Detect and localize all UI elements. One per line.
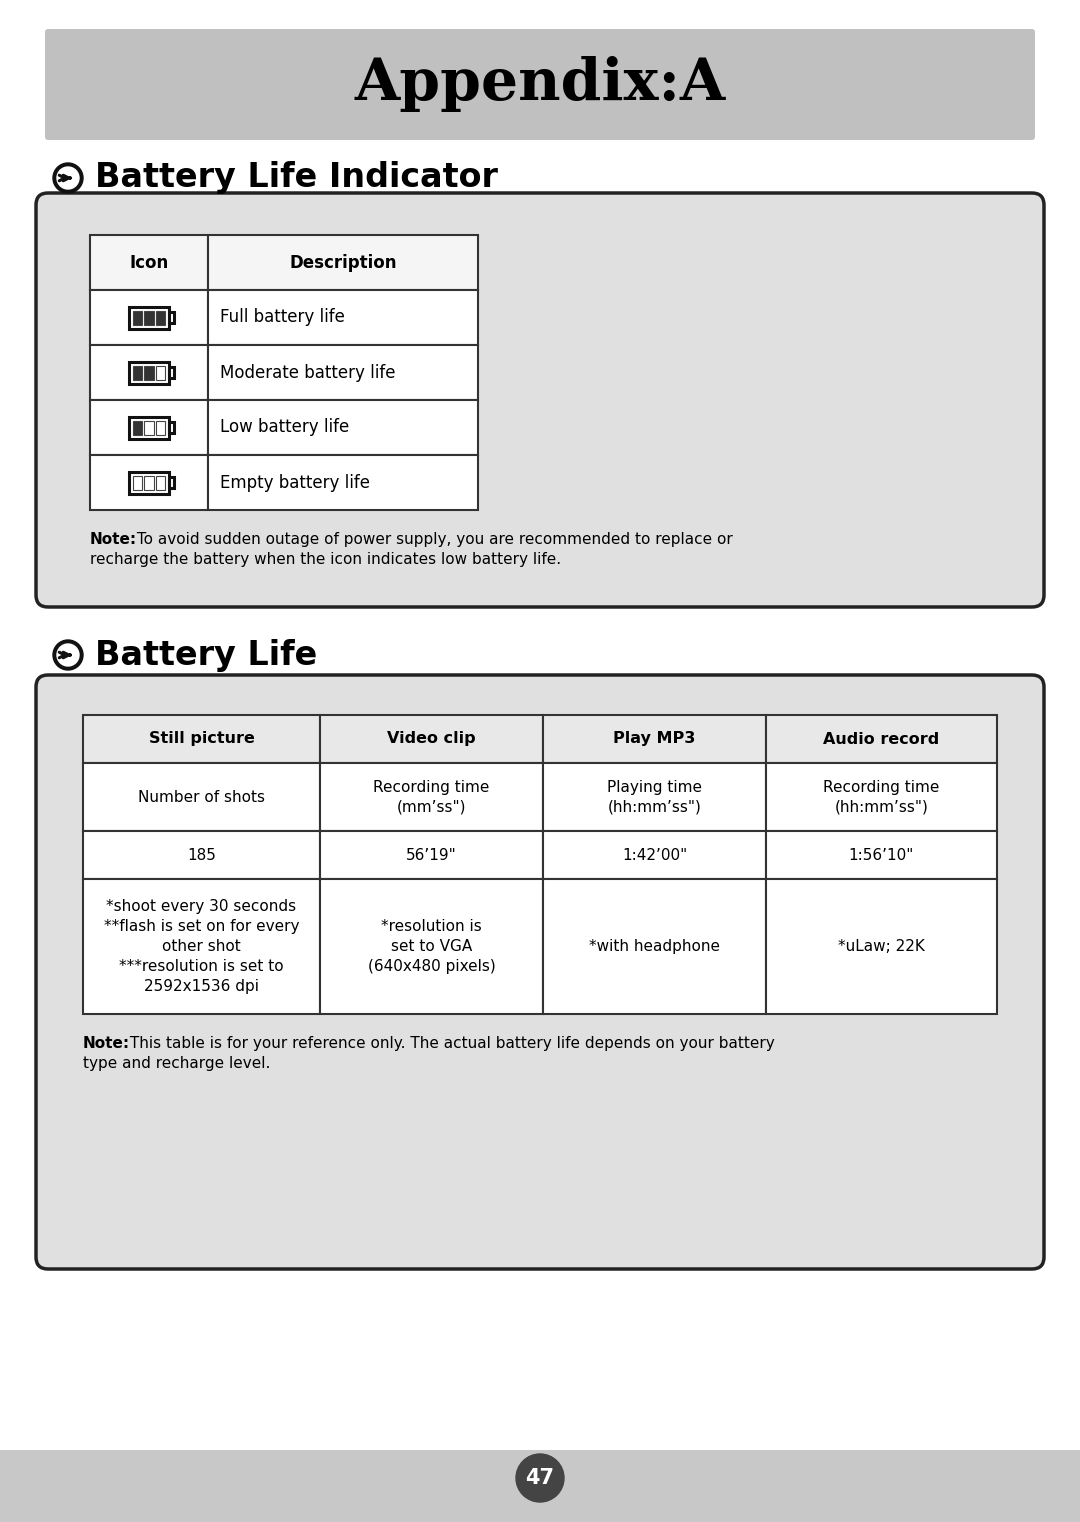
Text: *uLaw; 22K: *uLaw; 22K [838,939,924,954]
Bar [133,310,143,324]
Bar [83,715,320,763]
Text: Recording time
(hh:mm’ss"): Recording time (hh:mm’ss") [823,779,940,814]
Text: Appendix:A: Appendix:A [354,56,726,113]
Bar [208,291,478,345]
Text: Recording time
(mm’ss"): Recording time (mm’ss") [374,779,489,814]
Bar [208,234,478,291]
Text: Empty battery life: Empty battery life [220,473,370,492]
Bar [208,455,478,510]
Bar [543,763,766,831]
Circle shape [53,639,83,670]
Bar [168,367,174,377]
Text: *resolution is
set to VGA
(640x480 pixels): *resolution is set to VGA (640x480 pixel… [367,919,496,974]
Bar [129,306,168,329]
Bar [145,420,153,434]
Bar [320,763,543,831]
Bar [129,417,168,438]
Bar [543,831,766,880]
Text: type and recharge level.: type and recharge level. [83,1056,270,1071]
Bar [145,475,153,490]
FancyBboxPatch shape [45,29,1035,140]
Bar [208,400,478,455]
Text: 1:42’00": 1:42’00" [622,848,687,863]
Bar [168,476,174,489]
Text: *shoot every 30 seconds
**flash is set on for every
other shot
***resolution is : *shoot every 30 seconds **flash is set o… [104,900,299,994]
Text: recharge the battery when the icon indicates low battery life.: recharge the battery when the icon indic… [90,552,562,568]
Circle shape [57,644,79,667]
Text: 56’19": 56’19" [406,848,457,863]
Text: 1:56’10": 1:56’10" [849,848,914,863]
Text: Low battery life: Low battery life [220,419,349,437]
Bar [766,880,997,1014]
Bar [0,1450,1080,1522]
Text: Moderate battery life: Moderate battery life [220,364,395,382]
Text: Icon: Icon [130,254,168,271]
Bar [90,291,208,345]
Bar [543,715,766,763]
Bar [133,475,143,490]
Text: Battery Life: Battery Life [95,639,318,671]
Bar [90,234,208,291]
Text: Note:: Note: [83,1036,130,1052]
Circle shape [53,163,83,193]
Bar [90,345,208,400]
Text: Description: Description [289,254,396,271]
Bar [83,831,320,880]
Bar [83,880,320,1014]
Bar [133,420,143,434]
Bar [156,420,165,434]
Text: Playing time
(hh:mm’ss"): Playing time (hh:mm’ss") [607,779,702,814]
Bar [90,400,208,455]
Bar [320,880,543,1014]
Circle shape [516,1454,564,1502]
Text: Still picture: Still picture [149,732,255,746]
Text: Number of shots: Number of shots [138,790,265,805]
Text: *with headphone: *with headphone [589,939,720,954]
Bar [320,715,543,763]
Bar [83,763,320,831]
Text: Video clip: Video clip [388,732,476,746]
Bar [766,763,997,831]
Text: Play MP3: Play MP3 [613,732,696,746]
Bar [129,362,168,384]
Bar [156,365,165,379]
Text: 47: 47 [526,1469,554,1489]
Bar [156,310,165,324]
Bar [156,475,165,490]
Text: This table is for your reference only. The actual battery life depends on your b: This table is for your reference only. T… [125,1036,774,1052]
FancyBboxPatch shape [36,674,1044,1269]
Bar [90,455,208,510]
FancyBboxPatch shape [36,193,1044,607]
Bar [145,365,153,379]
Bar [320,831,543,880]
Bar [168,312,174,323]
Text: Note:: Note: [90,533,137,546]
Text: Audio record: Audio record [823,732,940,746]
Circle shape [57,167,79,189]
Text: Full battery life: Full battery life [220,309,345,327]
Bar [133,365,143,379]
Text: 185: 185 [187,848,216,863]
Text: Battery Life Indicator: Battery Life Indicator [95,161,498,195]
Bar [543,880,766,1014]
Bar [168,422,174,432]
Bar [766,715,997,763]
Bar [766,831,997,880]
Text: To avoid sudden outage of power supply, you are recommended to replace or: To avoid sudden outage of power supply, … [132,533,732,546]
Bar [145,310,153,324]
Bar [208,345,478,400]
Bar [129,472,168,493]
